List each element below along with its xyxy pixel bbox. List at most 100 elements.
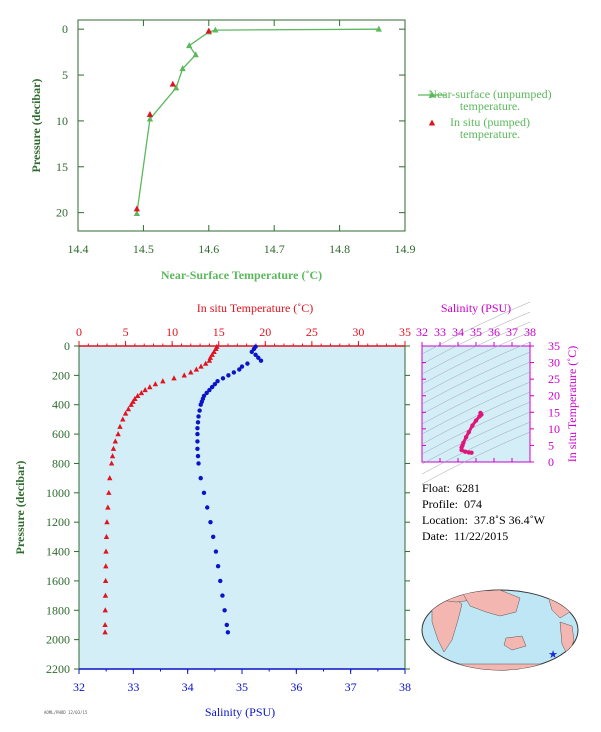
y-tick-label: 1000 <box>46 486 70 500</box>
location-row: Location: 37.8˚S 36.4˚W <box>422 512 545 528</box>
y-tick-label: 0 <box>62 22 68 36</box>
right-tick-label: 25 <box>548 372 560 386</box>
right-tick-label: 15 <box>548 405 560 419</box>
right-tick-label: 20 <box>548 389 560 403</box>
temperature-point <box>142 387 148 393</box>
temperature-point <box>202 360 209 366</box>
bottom-tick-label: 37 <box>345 680 357 694</box>
bottom-axis-label: Salinity (PSU) <box>205 705 275 719</box>
y-tick-label: 10 <box>56 114 68 128</box>
salinity-point <box>258 358 264 363</box>
temperature-point <box>130 398 136 404</box>
density-isoline <box>421 331 531 385</box>
ts-point <box>470 423 475 428</box>
salinity-point <box>201 490 207 496</box>
salinity-point <box>212 381 218 387</box>
salinity-point <box>195 453 201 459</box>
top-tick-label: 34 <box>452 325 464 339</box>
x-tick-label: 14.9 <box>395 242 416 256</box>
temperature-point <box>102 629 108 635</box>
location-label: Location: <box>422 513 468 527</box>
top-tick-label: 20 <box>259 325 271 339</box>
density-isoline <box>421 341 531 395</box>
legend-label: In situ (pumped) <box>450 115 530 129</box>
right-tick-label: 5 <box>548 438 554 452</box>
y-tick-label: 2000 <box>46 633 70 647</box>
temperature-point <box>107 475 113 481</box>
temperature-point <box>188 369 194 375</box>
salinity-point <box>220 376 226 381</box>
top-axis-label: Salinity (PSU) <box>441 301 511 315</box>
salinity-point <box>195 431 200 437</box>
density-isoline <box>421 301 531 355</box>
y-tick-label: 400 <box>52 398 70 412</box>
bottom-tick-label: 32 <box>73 680 85 694</box>
temperature-point <box>104 519 110 525</box>
ts-point <box>463 449 468 454</box>
right-tick-label: 30 <box>548 356 560 370</box>
top-tick-label: 0 <box>76 325 82 339</box>
salinity-point <box>207 387 212 393</box>
right-axis-label: In situ Temperature (˚C) <box>565 346 579 463</box>
x-tick-label: 14.4 <box>68 242 89 256</box>
salinity-point <box>237 367 242 372</box>
top-tick-label: 35 <box>470 325 482 339</box>
salinity-point <box>211 534 216 540</box>
top-tick-label: 10 <box>166 325 178 339</box>
bottom-tick-label: 36 <box>290 680 302 694</box>
salinity-point <box>218 578 223 584</box>
salinity-point <box>204 390 209 396</box>
in-situ-point <box>133 205 141 212</box>
salinity-point <box>222 608 227 613</box>
y-tick-label: 200 <box>52 368 70 382</box>
plot-background <box>79 346 405 669</box>
x-tick-label: 14.5 <box>133 242 154 256</box>
legend-label: temperature. <box>460 99 520 113</box>
temperature-salinity-profile-chart: 0 5 10 15 20 25 30 35 In situ Temperature (˚C) 32… <box>13 301 411 719</box>
temperature-point <box>110 445 117 451</box>
top-tick-label: 15 <box>213 325 225 339</box>
salinity-point <box>239 364 245 369</box>
density-isoline <box>421 421 531 475</box>
temperature-point <box>108 460 115 466</box>
in-situ-point <box>169 80 176 87</box>
salinity-point <box>215 379 220 384</box>
temperature-point <box>106 489 112 495</box>
temperature-point <box>213 345 219 352</box>
temperature-point <box>171 375 177 381</box>
continent-australia <box>503 635 527 651</box>
temperature-point <box>132 395 138 401</box>
float-value: 6281 <box>456 481 481 495</box>
salinity-point <box>198 402 203 407</box>
density-isoline <box>421 361 531 415</box>
salinity-point <box>225 630 231 635</box>
top-tick-label: 38 <box>524 325 536 339</box>
salinity-point <box>196 414 201 419</box>
salinity-point <box>205 505 210 510</box>
salinity-point <box>208 519 213 525</box>
top-tick-label: 35 <box>399 325 411 339</box>
salinity-point <box>215 564 221 569</box>
y-tick-label: 15 <box>56 160 68 174</box>
density-isoline <box>421 351 531 405</box>
temperature-point <box>181 372 187 378</box>
salinity-point <box>231 370 237 375</box>
salinity-point <box>213 549 219 554</box>
y-tick-label: 0 <box>64 339 70 353</box>
float-label: Float: <box>422 481 451 495</box>
right-tick-label: 35 <box>548 339 560 353</box>
bottom-tick-label: 34 <box>182 680 194 694</box>
density-isoline <box>421 321 531 375</box>
float-row: Float: 6281 <box>422 480 545 496</box>
temperature-point <box>147 384 153 390</box>
density-isoline <box>421 401 531 455</box>
ts-diagram-chart: 32 33 34 35 36 37 38 Salinity (PSU) 0 5 10 15 20 25 30… <box>416 301 579 485</box>
y-tick-label: 800 <box>52 456 70 470</box>
salinity-point <box>256 355 261 360</box>
top-tick-label: 25 <box>306 325 318 339</box>
y-axis-label: Pressure (decibar) <box>13 461 27 555</box>
y-tick-label: 20 <box>56 206 68 220</box>
temperature-point <box>102 577 109 584</box>
y-tick-label: 1200 <box>46 515 70 529</box>
